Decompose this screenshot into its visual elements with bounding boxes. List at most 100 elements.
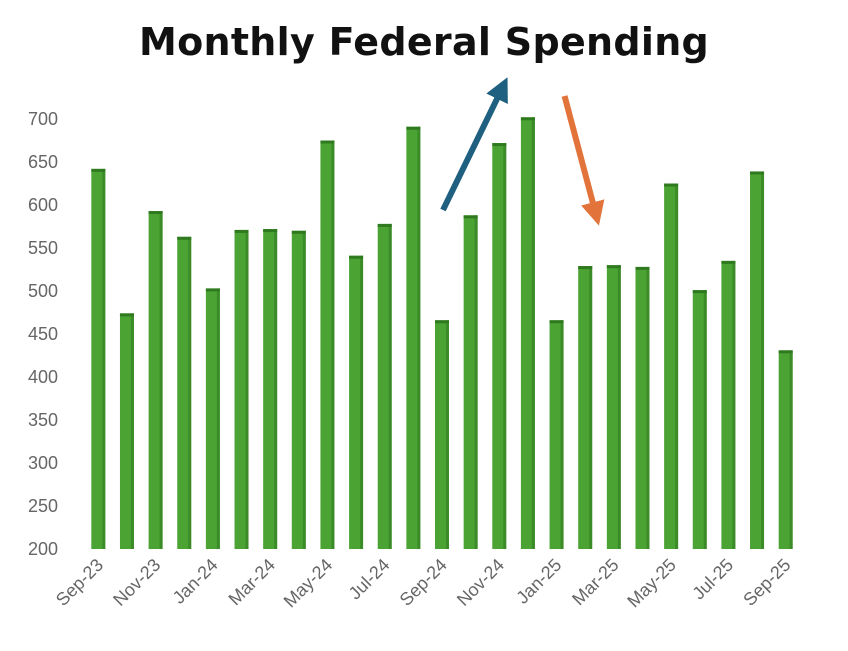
x-tick-label: Mar-25 — [568, 555, 622, 609]
bar-Oct-23 — [119, 313, 134, 549]
bar-Sep-25 — [778, 350, 793, 549]
bar-top — [664, 183, 679, 187]
bar-top — [578, 266, 593, 270]
x-tick-label: Jan-24 — [169, 555, 222, 608]
bar-shade — [531, 117, 535, 549]
bar-Oct-24 — [463, 215, 478, 549]
bar-top — [692, 290, 707, 294]
bar — [635, 266, 650, 549]
bar-Mar-24 — [263, 229, 278, 549]
y-tick-label: 350 — [28, 410, 58, 430]
bar — [520, 117, 535, 549]
bar-top — [234, 229, 249, 233]
bar — [606, 265, 621, 549]
bar-shade — [732, 260, 736, 549]
y-tick-label: 700 — [28, 109, 58, 129]
bar-top — [435, 320, 449, 324]
bar-shade — [417, 126, 421, 550]
bar — [778, 350, 793, 549]
bar-May-24 — [320, 140, 335, 549]
y-tick-label: 500 — [28, 281, 58, 301]
bar-shade — [789, 350, 793, 549]
bar — [463, 215, 478, 549]
bar-shade — [617, 265, 621, 549]
bar-top — [635, 266, 650, 270]
x-tick-label: May-25 — [623, 555, 680, 612]
bar-shade — [761, 171, 765, 549]
x-tick-label: Sep-25 — [739, 555, 794, 610]
x-tick-label: Mar-24 — [225, 555, 279, 609]
bar — [549, 320, 564, 549]
bar-shade — [446, 320, 449, 549]
y-tick-label: 250 — [28, 496, 58, 516]
bar — [177, 236, 192, 549]
bar-top — [349, 255, 364, 259]
bar — [291, 230, 306, 550]
bar-shade — [216, 288, 220, 549]
bar — [578, 266, 593, 549]
bar — [234, 229, 249, 549]
bar-shade — [388, 223, 392, 550]
bar — [750, 171, 765, 549]
trend-arrows — [440, 77, 605, 226]
bar — [664, 183, 679, 549]
bar — [349, 255, 364, 550]
bar-Jun-25 — [692, 290, 707, 549]
bar-Feb-24 — [234, 229, 249, 549]
bar — [721, 260, 736, 549]
chart-title: Monthly Federal Spending — [138, 20, 710, 64]
bar-top — [520, 117, 535, 121]
bar-shade — [159, 211, 163, 549]
x-axis-ticks: Sep-23 Nov-23 Jan-24 Mar-24 May-24 Jul-24 Sep-… — [52, 555, 795, 612]
x-tick-label: Nov-24 — [453, 555, 508, 610]
y-tick-label: 400 — [28, 367, 58, 387]
bar-shade — [130, 313, 134, 549]
bar — [148, 211, 163, 549]
bar-shade — [560, 320, 564, 549]
bar-shade — [474, 215, 478, 549]
bar-shade — [274, 229, 278, 549]
bar-shade — [646, 266, 650, 549]
x-tick-label: Jul-25 — [688, 555, 737, 604]
bar-shade — [703, 290, 707, 549]
bar — [119, 313, 134, 549]
y-tick-label: 550 — [28, 238, 58, 258]
bar-top — [91, 168, 106, 172]
bar-top — [148, 211, 163, 215]
bar-Apr-25 — [635, 266, 650, 549]
bar-top — [205, 288, 220, 292]
bar-top — [377, 223, 392, 227]
arrow-down-annotation — [561, 95, 605, 226]
bar-top — [721, 260, 736, 264]
bar-Aug-24 — [406, 126, 421, 550]
bar-Feb-25 — [578, 266, 593, 549]
bar-Aug-25 — [750, 171, 765, 549]
bar-top — [492, 143, 507, 147]
bar-Nov-23 — [148, 211, 163, 549]
bar-shade — [188, 236, 192, 549]
bar-Jun-24 — [349, 255, 364, 550]
y-tick-label: 200 — [28, 539, 58, 559]
bar-top — [320, 140, 335, 144]
y-tick-label: 300 — [28, 453, 58, 473]
x-tick-label: Nov-23 — [109, 555, 164, 610]
x-tick-label: Sep-24 — [396, 555, 451, 610]
bar-Sep-24 — [435, 320, 449, 549]
y-tick-label: 450 — [28, 324, 58, 344]
bar-Jan-25 — [549, 320, 564, 549]
x-tick-label: Jul-24 — [345, 555, 394, 604]
bars — [91, 117, 793, 550]
bar-Jul-24 — [377, 223, 392, 550]
bar — [91, 168, 106, 549]
bar-top — [291, 230, 306, 234]
bar-shade — [302, 230, 306, 550]
bar-top — [549, 320, 564, 324]
x-tick-label: Sep-23 — [52, 555, 107, 610]
bar-shade — [331, 140, 335, 549]
bar-Dec-23 — [177, 236, 192, 549]
bar-top — [750, 171, 765, 175]
bar — [205, 288, 220, 549]
bar — [692, 290, 707, 549]
bar-Nov-24 — [492, 143, 507, 549]
